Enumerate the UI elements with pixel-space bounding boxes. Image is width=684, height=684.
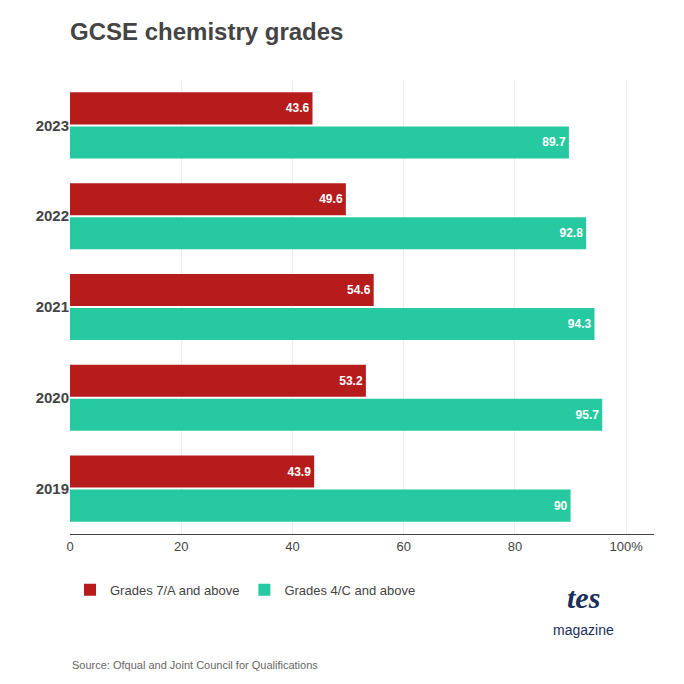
svg-text:40: 40 [285,539,299,554]
svg-text:Grades 4/C and above: Grades 4/C and above [284,583,415,598]
svg-text:2021: 2021 [36,298,69,315]
svg-text:20: 20 [174,539,188,554]
svg-text:90: 90 [554,499,568,513]
svg-text:GCSE chemistry grades: GCSE chemistry grades [70,18,343,45]
svg-text:80: 80 [508,539,522,554]
svg-text:43.9: 43.9 [287,465,311,479]
svg-text:92.8: 92.8 [559,226,583,240]
svg-text:100%: 100% [610,539,644,554]
svg-text:54.6: 54.6 [347,283,371,297]
svg-text:94.3: 94.3 [568,317,592,331]
svg-text:0: 0 [66,539,73,554]
svg-text:2019: 2019 [36,480,69,497]
svg-text:Source: Ofqual and Joint Counc: Source: Ofqual and Joint Council for Qua… [72,659,318,671]
svg-text:89.7: 89.7 [542,135,566,149]
svg-text:2023: 2023 [36,117,69,134]
svg-text:43.6: 43.6 [286,101,310,115]
svg-text:2022: 2022 [36,207,69,224]
svg-text:95.7: 95.7 [576,408,600,422]
svg-text:tes: tes [567,581,600,614]
svg-text:2020: 2020 [36,389,69,406]
svg-text:49.6: 49.6 [319,192,343,206]
svg-text:magazine: magazine [553,622,614,638]
svg-text:Grades 7/A and above: Grades 7/A and above [110,583,239,598]
svg-text:53.2: 53.2 [339,374,363,388]
svg-text:60: 60 [396,539,410,554]
